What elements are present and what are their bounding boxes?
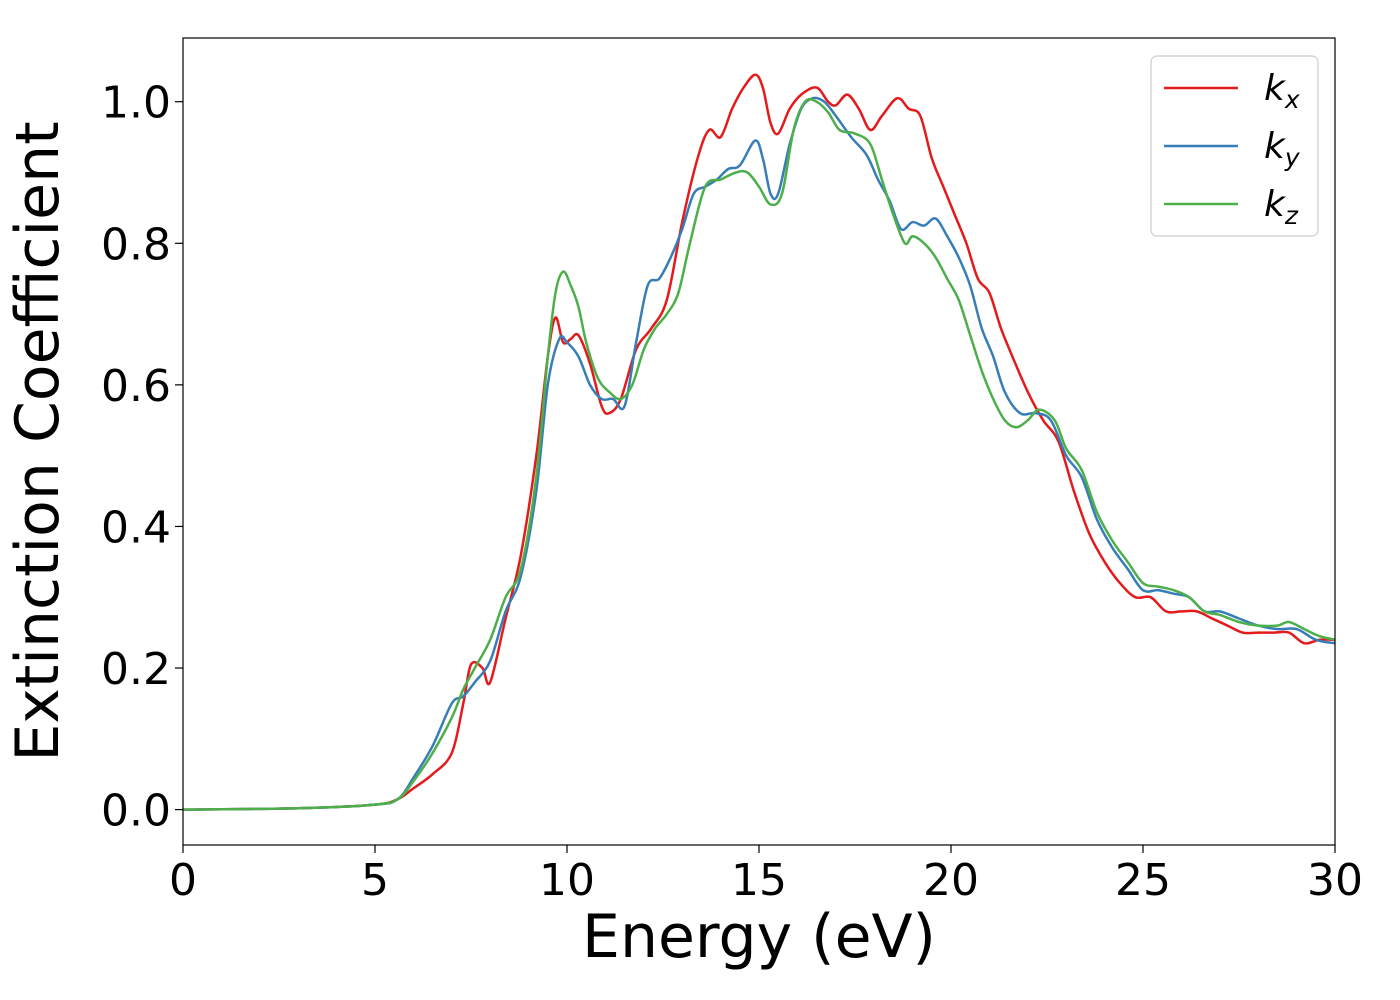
y-tick-label: 0.6	[101, 361, 171, 412]
x-tick-label: 20	[923, 855, 979, 906]
x-tick-label: 30	[1307, 855, 1363, 906]
legend-label-z: kz	[1264, 184, 1299, 230]
y-tick-label: 0.0	[101, 786, 171, 837]
y-axis-label: Extinction Coefficient	[3, 121, 73, 761]
y-tick-label: 0.2	[101, 644, 171, 695]
x-tick-label: 0	[169, 855, 197, 906]
x-tick-label: 15	[731, 855, 787, 906]
series-line-z	[182, 97, 1336, 811]
x-axis-label: Energy (eV)	[582, 902, 936, 972]
y-axis: 0.0 0.2 0.4 0.6 0.8 1.0	[101, 78, 183, 837]
legend-label-y: ky	[1264, 126, 1301, 172]
legend-label-base: k	[1264, 68, 1287, 109]
legend-label-subscript: x	[1284, 85, 1300, 114]
legend-label-base: k	[1264, 126, 1287, 167]
legend-label-x: kx	[1264, 68, 1300, 114]
x-tick-label: 5	[361, 855, 389, 906]
y-tick-label: 0.4	[101, 502, 171, 553]
y-tick-label: 0.8	[101, 219, 171, 270]
legend-label-subscript: z	[1284, 201, 1299, 230]
legend-label-base: k	[1264, 184, 1287, 225]
x-tick-label: 10	[539, 855, 595, 906]
series-line-x	[182, 73, 1336, 811]
x-axis: 0 5 10 15 20 25 30	[169, 845, 1363, 906]
x-tick-label: 25	[1115, 855, 1171, 906]
legend-label-subscript: y	[1284, 143, 1301, 172]
series-layer	[182, 73, 1336, 811]
y-tick-label: 1.0	[101, 78, 171, 129]
